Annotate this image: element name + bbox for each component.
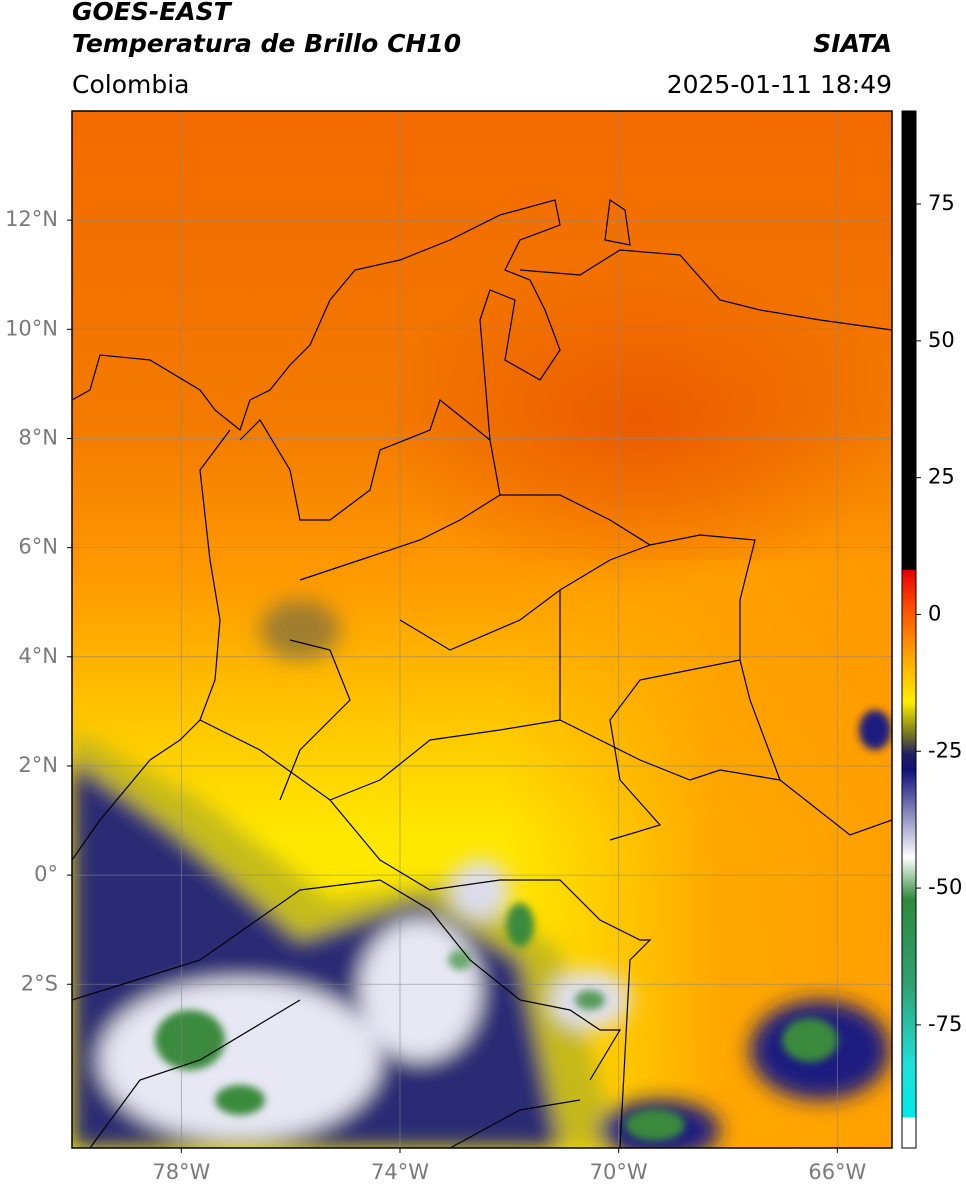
map-frame: [71, 110, 893, 1149]
colorbar: [901, 110, 917, 1149]
lat-tick-label: 2°N: [18, 753, 58, 777]
colorbar-tick-label: -75: [928, 1012, 962, 1036]
satellite-image: [72, 111, 892, 1148]
axes: 78°W 74°W 70°W 66°W 12°N 10°N 8°N 6°N 4°N 2°N 0° 2°…: [5, 207, 866, 1184]
lat-tick-label: 0°: [34, 862, 58, 886]
source: SIATA: [813, 29, 892, 58]
lon-tick-label: 74°W: [371, 1160, 429, 1184]
colorbar-tick-label: 75: [928, 191, 955, 215]
colorbar-tick-label: -50: [928, 875, 962, 899]
borders: [72, 198, 892, 1148]
subtitle: Temperatura de Brillo CH10: [72, 29, 461, 58]
lat-tick-label: 12°N: [5, 207, 58, 231]
colorbar-tick-label: 0: [928, 601, 941, 625]
title: GOES-EAST: [72, 0, 233, 26]
graticule: [72, 111, 892, 1148]
lon-tick-label: 66°W: [808, 1160, 866, 1184]
lat-tick-label: 8°N: [18, 425, 58, 449]
colorbar-ticks: 75 50 25 0 -25 -50 -75: [916, 191, 962, 1036]
colorbar-tick-label: 25: [928, 465, 955, 489]
lon-tick-label: 78°W: [152, 1160, 210, 1184]
colorbar-tick-label: -25: [928, 738, 962, 762]
colorbar-tick-label: 50: [928, 328, 955, 352]
lat-tick-label: 10°N: [5, 316, 58, 340]
region: Colombia: [72, 70, 189, 99]
lat-tick-label: 2°S: [21, 971, 58, 995]
lat-tick-label: 4°N: [18, 644, 58, 668]
datetime: 2025-01-11 18:49: [667, 70, 892, 99]
lon-tick-label: 70°W: [590, 1160, 648, 1184]
lat-tick-label: 6°N: [18, 535, 58, 559]
